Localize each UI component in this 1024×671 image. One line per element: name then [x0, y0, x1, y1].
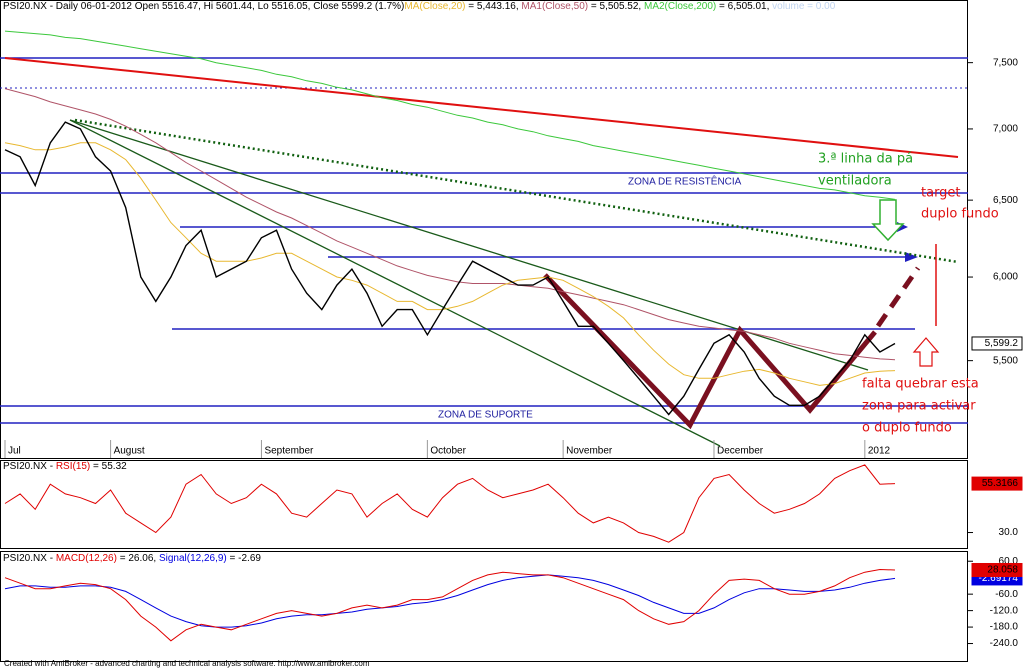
legend-value: = 6,505.01,	[716, 1, 772, 12]
annotation: zona para activar	[862, 399, 976, 414]
series-line	[4, 121, 896, 416]
legend-value: = -2.69	[227, 553, 262, 564]
annotation: falta quebrar esta	[862, 377, 979, 392]
legend-name: Signal(12,26,9)	[159, 553, 227, 564]
series-line	[4, 30, 896, 200]
legend-value: = 55.32	[90, 461, 127, 472]
series-line	[4, 88, 896, 361]
macd-panel	[0, 551, 968, 662]
title: PSI20.NX - Daily 06-01-2012 Open 5516.47…	[3, 1, 404, 12]
annotation: 3.ª linha da pá	[818, 152, 913, 167]
last-value-label: 5,599.2	[985, 338, 1019, 349]
y-tick-label: -240.0	[990, 638, 1019, 649]
legend-name: RSI(15)	[56, 461, 90, 472]
x-tick-label: Jul	[8, 446, 21, 457]
legend-name: MACD(12,26)	[56, 553, 117, 564]
arrow-head	[905, 252, 918, 262]
y-tick-label: 7,500	[993, 57, 1018, 68]
y-tick-label: 6,500	[993, 195, 1018, 206]
last-value-box	[971, 476, 1023, 491]
y-tick-label: 5,500	[993, 355, 1018, 366]
y-tick-label: -180.0	[990, 622, 1019, 633]
x-tick-label: October	[430, 446, 466, 457]
y-tick-label: 30.0	[999, 527, 1019, 538]
panel-title: PSI20.NX - RSI(15) = 55.32	[3, 461, 127, 472]
arrow-up	[912, 337, 940, 367]
title: PSI20.NX -	[3, 461, 56, 472]
y-tick-label: 60.0	[999, 556, 1019, 567]
last-value-label: 28.058	[987, 565, 1018, 576]
annotation: ZONA DE SUPORTE	[438, 410, 533, 421]
title: PSI20.NX -	[3, 553, 56, 564]
legend-volume: volume = 0.00	[772, 1, 836, 12]
annotation: ventiladora	[818, 174, 892, 189]
last-value-box	[971, 336, 1023, 351]
trend-line	[69, 119, 721, 447]
y-tick-label: 6,000	[993, 272, 1018, 283]
y-tick-label: 7,000	[993, 124, 1018, 135]
y-tick-label: -60.0	[995, 589, 1018, 600]
legend-name: MA(Close,20)	[404, 1, 465, 12]
trend-line	[69, 119, 869, 371]
x-tick-label: December	[717, 446, 764, 457]
trend-line	[4, 57, 959, 158]
panel-title: PSI20.NX - Daily 06-01-2012 Open 5516.47…	[3, 1, 836, 12]
x-tick-label: September	[264, 446, 314, 457]
legend-value: = 26.06,	[117, 553, 159, 564]
annotation: o duplo fundo	[862, 421, 952, 436]
legend-value: = 5,443.16,	[466, 1, 522, 12]
y-tick-label: -120.0	[990, 605, 1019, 616]
x-tick-label: August	[114, 446, 145, 457]
arrow-down	[871, 199, 905, 242]
price-panel	[0, 0, 968, 459]
last-value-label: -2.69174	[979, 573, 1019, 584]
last-value-label: 55.3166	[982, 478, 1019, 489]
x-tick-label: November	[566, 446, 613, 457]
series-line	[4, 568, 896, 642]
trend-line	[74, 118, 959, 264]
series-line	[4, 464, 896, 543]
annotation: target	[921, 186, 961, 201]
panel-frames	[0, 0, 968, 662]
double-bottom-projection	[875, 266, 921, 328]
rsi-panel	[0, 460, 968, 549]
x-tick-label: 2012	[868, 446, 891, 457]
series-line	[4, 142, 896, 386]
series-line	[4, 574, 896, 628]
last-value-box	[971, 562, 1023, 577]
panel-title: PSI20.NX - MACD(12,26) = 26.06, Signal(1…	[3, 553, 261, 564]
legend-name: MA1(Close,50)	[521, 1, 588, 12]
footer: Created with AmiBroker - advanced charti…	[4, 659, 370, 668]
annotation: ZONA DE RESISTÊNCIA	[628, 175, 742, 188]
annotation: duplo fundo	[921, 207, 999, 222]
legend-value: = 5,505.52,	[588, 1, 644, 12]
legend-name: MA2(Close,200)	[644, 1, 716, 12]
